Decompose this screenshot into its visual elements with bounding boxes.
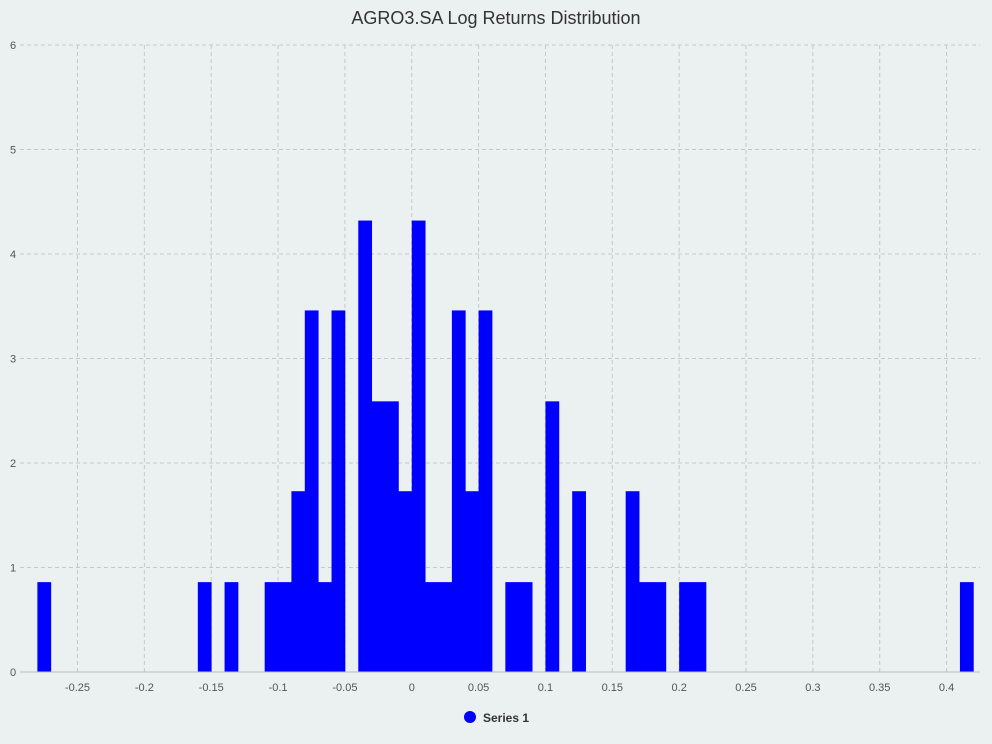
histogram-bar (411, 220, 426, 672)
histogram-bar (358, 220, 373, 672)
legend-label-series-1[interactable]: Series 1 (483, 711, 529, 725)
legend[interactable]: Series 1 (464, 711, 529, 725)
histogram-bar (197, 582, 212, 672)
histogram-bar (652, 582, 667, 672)
legend-marker-series-1[interactable] (464, 711, 476, 723)
y-tick-label: 4 (10, 249, 16, 261)
y-tick-label: 1 (10, 563, 16, 575)
y-gridlines (20, 44, 980, 568)
x-tick-label: 0.2 (672, 682, 687, 694)
histogram-bar (639, 582, 653, 672)
histogram-bar (385, 401, 399, 672)
x-tick-label: 0.25 (735, 682, 756, 694)
x-tick-label: 0.05 (468, 682, 489, 694)
y-tick-label: 6 (10, 40, 16, 52)
histogram-bar (425, 582, 439, 672)
histogram-bar (679, 582, 693, 672)
x-tick-label: -0.1 (269, 682, 288, 694)
y-axis-ticks: 0 1 2 3 4 5 6 (10, 40, 16, 679)
histogram-bars (37, 220, 974, 672)
histogram-bar (625, 491, 640, 672)
y-tick-label: 3 (10, 354, 16, 366)
x-tick-label: 0.3 (805, 682, 820, 694)
histogram-bar (264, 582, 279, 672)
histogram-bar (291, 491, 306, 672)
histogram-bar (572, 491, 586, 672)
x-tick-label: 0 (409, 682, 415, 694)
histogram-bar (451, 310, 466, 672)
x-tick-label: 0.35 (869, 682, 890, 694)
histogram-bar (304, 310, 319, 672)
x-tick-label: 0.1 (538, 682, 553, 694)
y-tick-label: 0 (10, 667, 16, 679)
histogram-bar (545, 401, 560, 672)
x-tick-label: 0.4 (939, 682, 954, 694)
histogram-bar (398, 491, 413, 672)
histogram-bar (318, 582, 332, 672)
x-tick-label: -0.2 (135, 682, 154, 694)
histogram-bar (692, 582, 707, 672)
x-axis-ticks: -0.25 -0.2 -0.15 -0.1 -0.05 0 0.05 0.1 0.15 0.2 0.… (65, 682, 954, 694)
histogram-bar (518, 582, 533, 672)
histogram-bar (465, 491, 480, 672)
histogram-bar (371, 401, 386, 672)
histogram-bar (331, 310, 346, 672)
histogram-bar (278, 582, 292, 672)
histogram-bar (438, 582, 453, 672)
x-tick-label: -0.15 (199, 682, 224, 694)
y-tick-label: 2 (10, 458, 16, 470)
histogram-bar (478, 310, 493, 672)
x-tick-label: 0.15 (602, 682, 623, 694)
histogram-bar (959, 582, 974, 672)
histogram-bar (224, 582, 239, 672)
y-tick-label: 5 (10, 145, 16, 157)
x-tick-label: -0.25 (65, 682, 90, 694)
histogram-bar (37, 582, 52, 672)
chart-title: AGRO3.SA Log Returns Distribution (351, 8, 640, 28)
histogram-bar (505, 582, 520, 672)
x-tick-label: -0.05 (332, 682, 357, 694)
